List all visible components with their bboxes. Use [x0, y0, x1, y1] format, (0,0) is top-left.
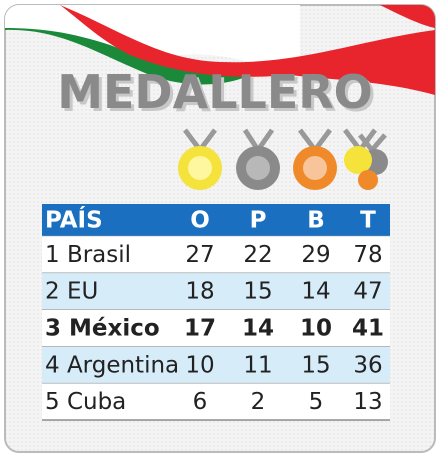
country: 3 México [45, 316, 160, 342]
medal-count: 15 [301, 352, 330, 378]
row-bg [42, 236, 390, 273]
medal-count: 36 [353, 352, 382, 378]
country: 5 Cuba [45, 389, 126, 415]
medal-count: 22 [243, 242, 272, 268]
banner [5, 5, 435, 95]
medal-count: 5 [309, 389, 324, 415]
medal-count: 11 [243, 352, 272, 378]
medal-count: 14 [301, 279, 330, 305]
medal-count: 29 [301, 242, 330, 268]
country: 1 Brasil [45, 242, 131, 268]
medal-count: 13 [353, 389, 382, 415]
header-cell: T [360, 208, 376, 234]
medal-count: 27 [185, 242, 214, 268]
row-bg [42, 383, 390, 420]
header-cell: B [307, 208, 325, 234]
row-bg [42, 272, 390, 310]
medal-count: 2 [251, 389, 266, 415]
medal-count: 10 [300, 316, 332, 342]
medal-count: 18 [185, 279, 214, 305]
medal-discs [178, 146, 388, 190]
country: 2 EU [45, 279, 98, 305]
medal-count: 10 [185, 352, 214, 378]
medal-count: 41 [352, 316, 384, 342]
header-cell: O [190, 208, 210, 234]
medal-count: 14 [242, 316, 274, 342]
header-cell: PAÍS [45, 206, 103, 234]
medal-count: 17 [184, 316, 216, 342]
row-bg [42, 346, 390, 384]
header-cell: P [250, 208, 267, 234]
medal-count: 78 [353, 242, 382, 268]
row-bg [42, 309, 390, 347]
header-bar [42, 204, 390, 236]
country: 4 Argentina [45, 352, 179, 378]
title: MEDALLERO [57, 65, 373, 119]
medal-count: 15 [243, 279, 272, 305]
medal-count: 6 [193, 389, 208, 415]
medal-count: 47 [353, 279, 382, 305]
title-shadow: MEDALLERO [60, 68, 376, 122]
